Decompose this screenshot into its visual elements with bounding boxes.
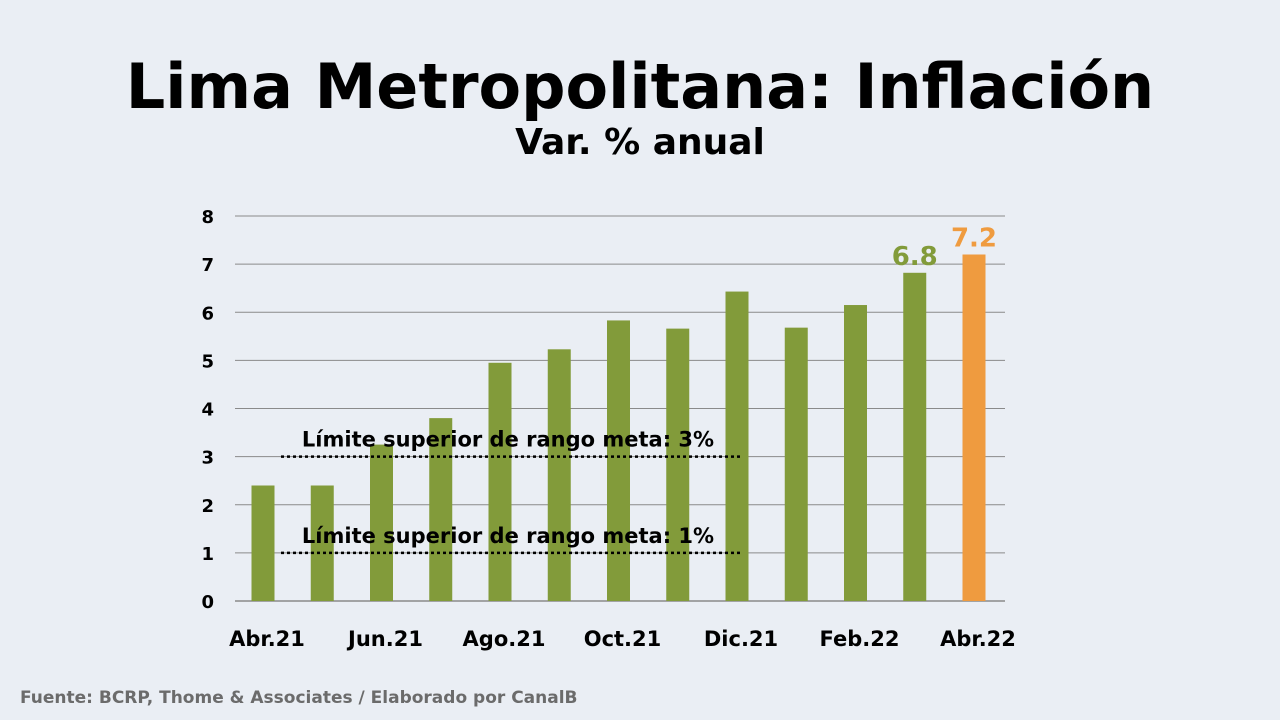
bar (251, 485, 275, 601)
y-tick-label: 4 (201, 400, 214, 421)
bar (488, 362, 512, 601)
y-tick-label: 1 (201, 544, 214, 565)
bar (784, 327, 808, 601)
bar (725, 291, 749, 601)
source-note: Fuente: BCRP, Thome & Associates / Elabo… (20, 688, 578, 708)
bar (962, 254, 986, 601)
bar (310, 485, 334, 601)
bar (429, 418, 453, 601)
bar (370, 444, 393, 601)
y-tick-label: 6 (201, 303, 214, 324)
bar (547, 349, 571, 601)
x-tick-label: Abr.21 (229, 627, 305, 651)
chart-title: Lima Metropolitana: Inflación (125, 50, 1155, 123)
y-tick-label: 2 (201, 496, 214, 517)
y-tick-label: 5 (201, 351, 214, 372)
x-tick-label: Oct.21 (584, 627, 662, 651)
y-tick-label: 8 (201, 207, 214, 228)
y-tick-label: 3 (201, 448, 214, 469)
y-tick-label: 7 (201, 255, 214, 276)
x-tick-label: Jun.21 (346, 627, 423, 651)
reference-line-label: Límite superior de rango meta: 1% (302, 524, 714, 548)
x-tick-label: Abr.22 (940, 627, 1016, 651)
bar (607, 320, 630, 601)
reference-line-label: Límite superior de rango meta: 3% (302, 428, 714, 452)
data-label: 6.8 (892, 242, 938, 272)
y-tick-label: 0 (201, 592, 214, 613)
bar (903, 272, 927, 601)
data-label: 7.2 (951, 224, 997, 254)
x-tick-label: Dic.21 (704, 627, 778, 651)
bar (666, 328, 690, 601)
chart-subtitle: Var. % anual (515, 122, 765, 163)
x-tick-label: Feb.22 (820, 627, 900, 651)
x-tick-label: Ago.21 (463, 627, 546, 651)
bar (844, 305, 867, 601)
